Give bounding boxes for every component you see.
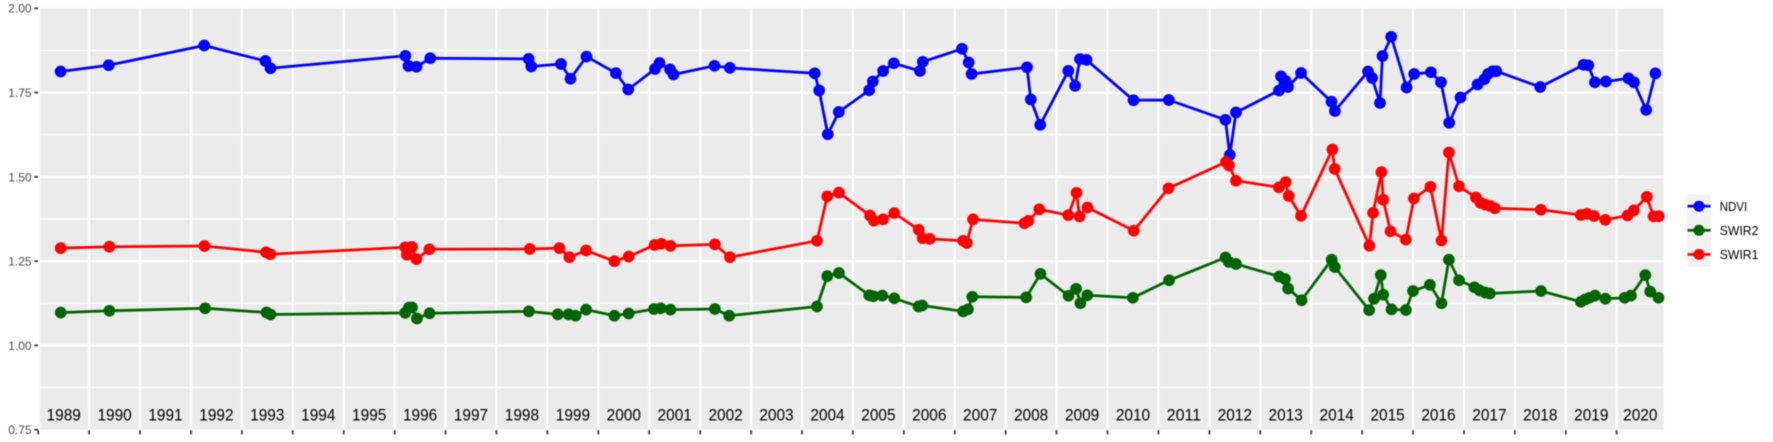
svg-text:2000: 2000 [607,405,641,424]
svg-text:SWIR2: SWIR2 [1720,223,1759,238]
svg-text:2019: 2019 [1574,405,1608,424]
svg-text:2009: 2009 [1065,405,1099,424]
svg-text:1992: 1992 [199,405,233,424]
svg-text:1994: 1994 [301,405,335,424]
svg-text:2020: 2020 [1623,405,1657,424]
svg-text:1.25: 1.25 [8,255,32,269]
svg-text:1989: 1989 [47,405,81,424]
svg-text:2012: 2012 [1218,405,1252,424]
svg-text:1996: 1996 [403,405,437,424]
svg-text:2014: 2014 [1320,405,1354,424]
svg-text:2006: 2006 [912,405,946,424]
svg-text:1993: 1993 [250,405,284,424]
svg-text:1995: 1995 [352,405,386,424]
svg-text:2013: 2013 [1269,405,1303,424]
svg-text:2018: 2018 [1523,405,1557,424]
svg-text:2007: 2007 [963,405,997,424]
svg-text:2015: 2015 [1370,405,1404,424]
svg-text:1.50: 1.50 [8,170,32,184]
svg-text:2002: 2002 [708,405,742,424]
svg-text:2003: 2003 [759,405,793,424]
svg-text:1999: 1999 [556,405,590,424]
svg-text:2017: 2017 [1472,405,1506,424]
svg-text:NDVI: NDVI [1720,199,1748,214]
svg-text:0.75: 0.75 [8,423,32,437]
svg-text:1.00: 1.00 [8,339,32,353]
svg-text:2011: 2011 [1167,405,1201,424]
svg-text:1990: 1990 [97,405,131,424]
svg-text:2010: 2010 [1116,405,1150,424]
svg-text:2001: 2001 [658,405,692,424]
svg-text:1997: 1997 [454,405,488,424]
svg-text:2.00: 2.00 [8,2,32,16]
svg-text:1991: 1991 [148,405,182,424]
svg-text:1998: 1998 [505,405,539,424]
svg-text:2004: 2004 [810,405,844,424]
svg-text:SWIR1: SWIR1 [1720,247,1759,262]
svg-text:2005: 2005 [861,405,895,424]
svg-text:2016: 2016 [1421,405,1455,424]
svg-text:2008: 2008 [1014,405,1048,424]
svg-text:1.75: 1.75 [8,86,32,100]
